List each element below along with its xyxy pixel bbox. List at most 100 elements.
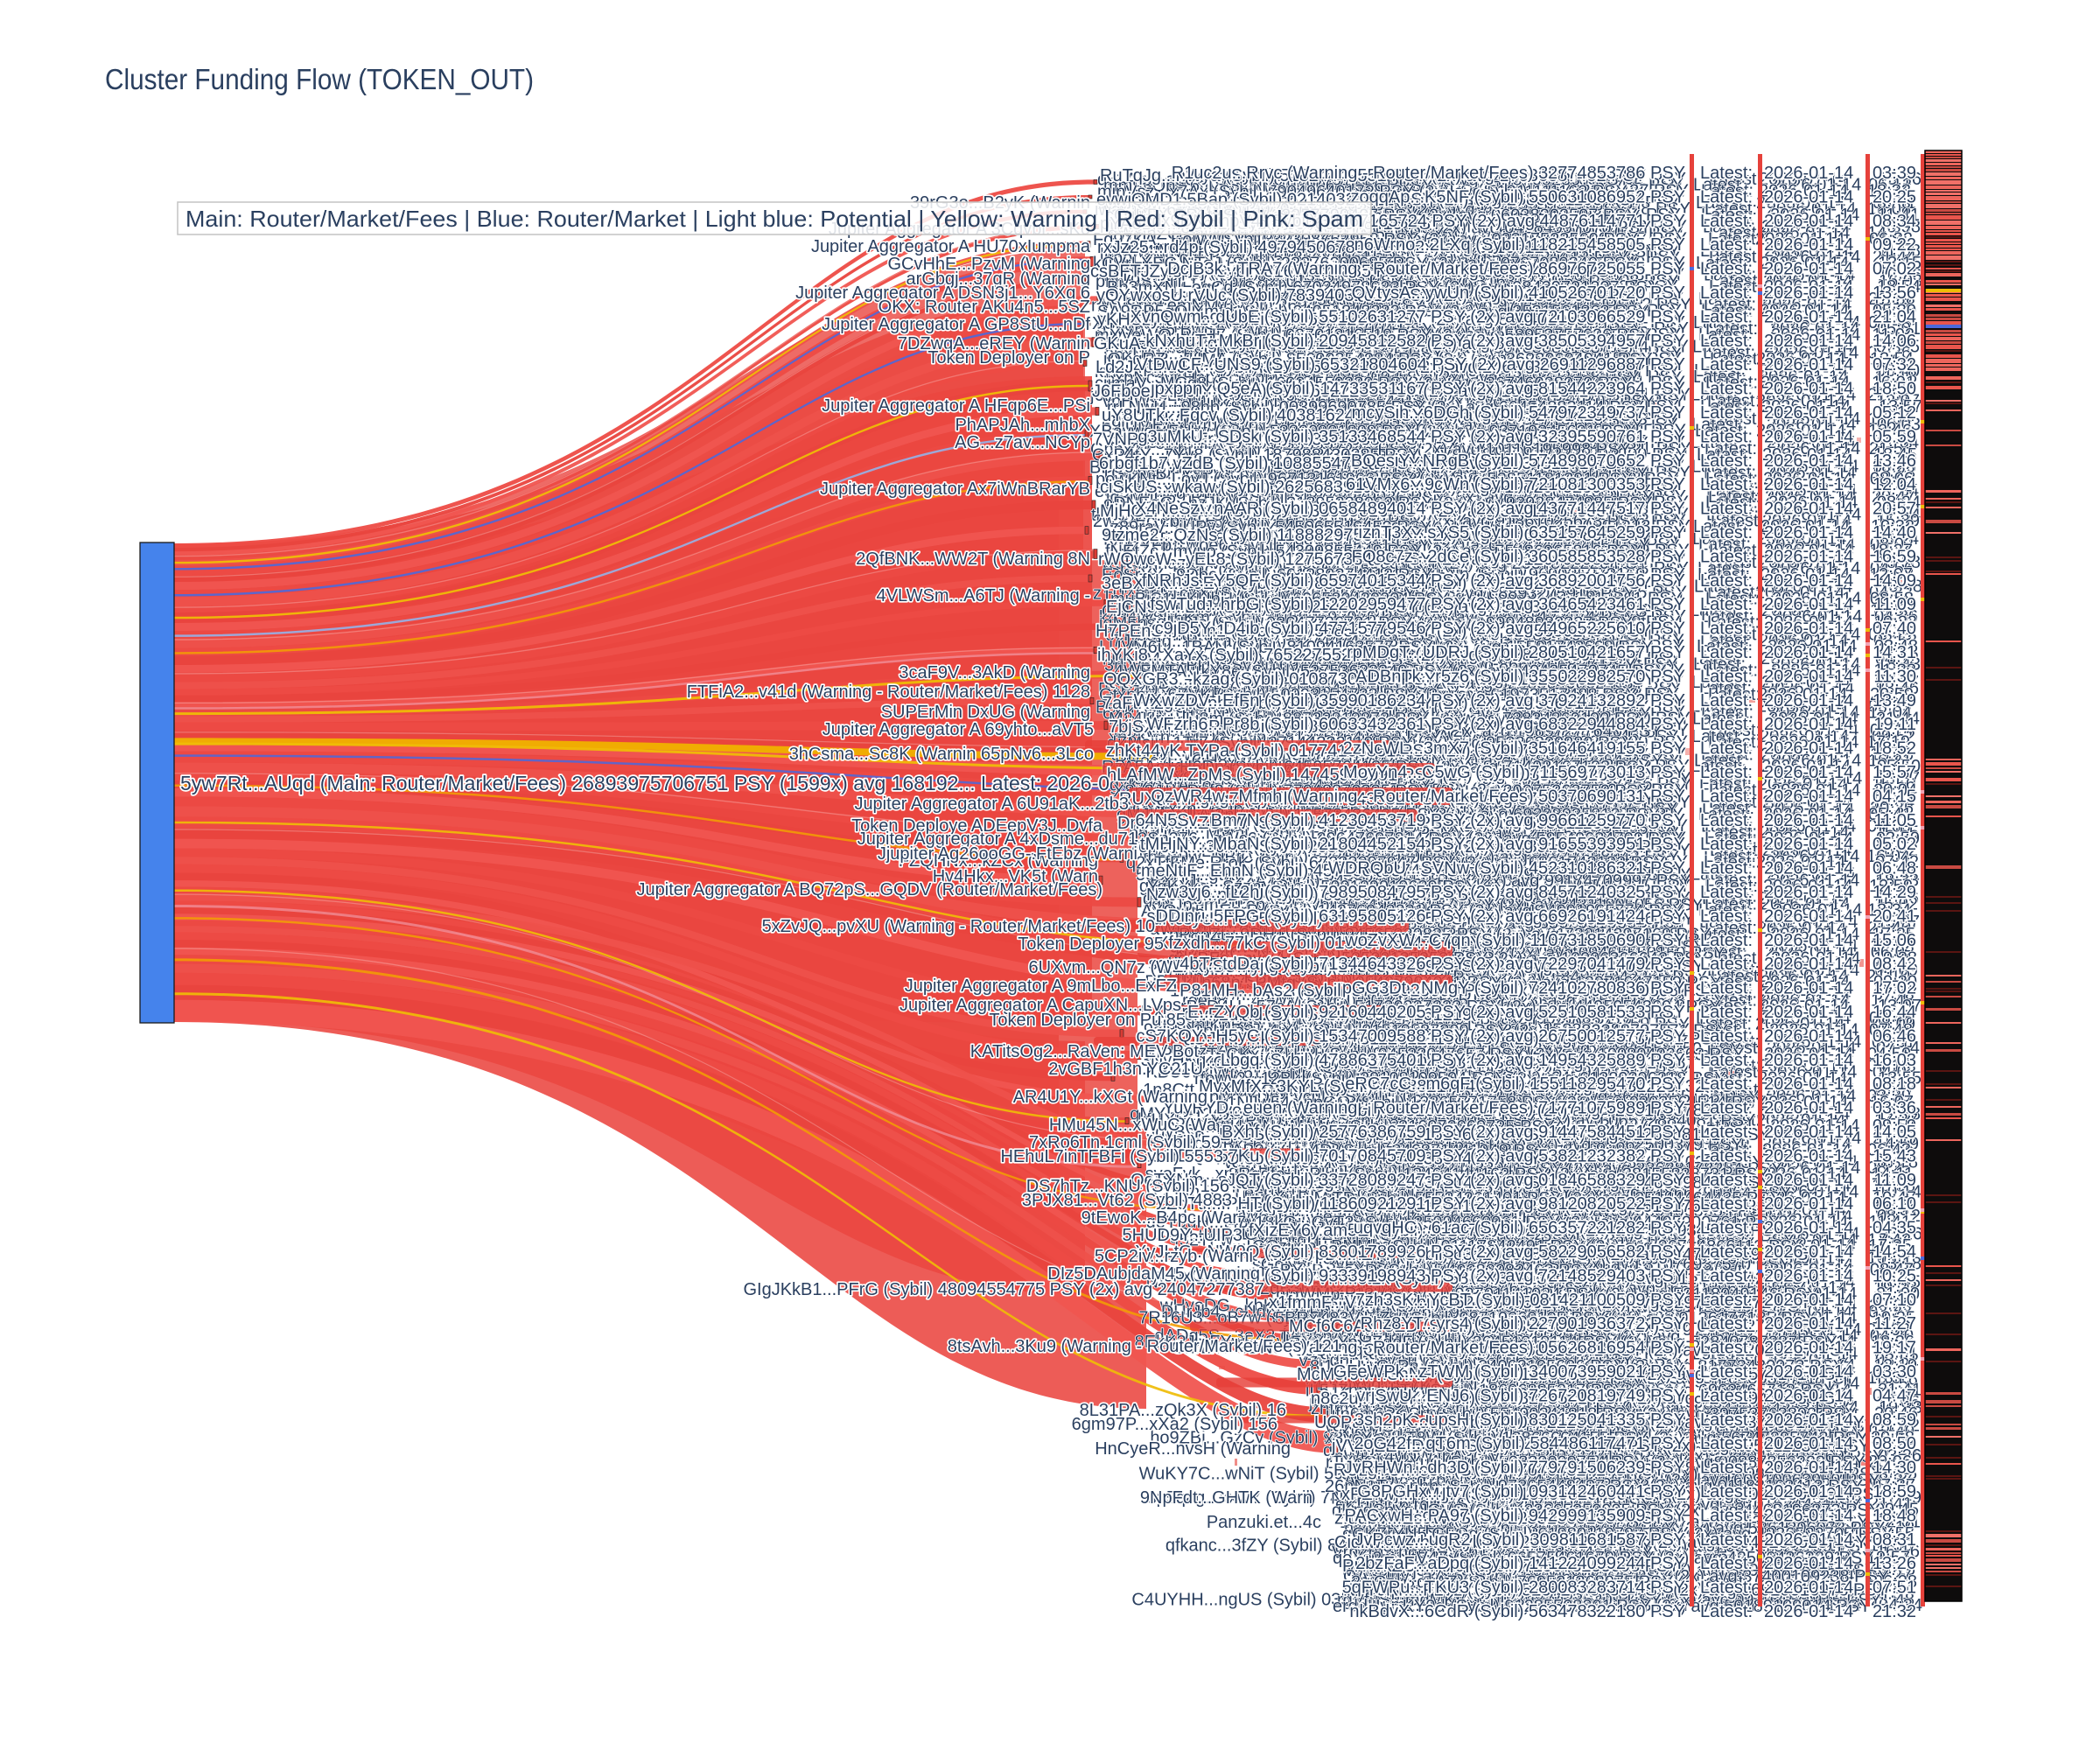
svg-text:dqqH25...MEfW (Sybil) 91285610: dqqH25...MEfW (Sybil) 912856100383 PSY: [1349, 559, 1689, 578]
svg-text:20:25: 20:25: [1872, 187, 1916, 206]
svg-text:Latest:: Latest:: [1709, 781, 1761, 801]
svg-text:21:41: 21:41: [1876, 864, 1920, 884]
svg-text:mwfoEi...hf8i (Sybil) 62564105: mwfoEi...hf8i (Sybil) 625641055714 PSY: [1366, 649, 1682, 668]
svg-text:Latest:: Latest:: [1694, 1255, 1746, 1274]
svg-text:Latest:: Latest:: [1694, 751, 1746, 770]
svg-text:Latest:: Latest:: [1705, 374, 1758, 393]
svg-text:2026-01-14: 2026-01-14: [1768, 481, 1857, 500]
svg-text:Latest:: Latest:: [1692, 529, 1745, 549]
svg-text:Latest:: Latest:: [1704, 847, 1756, 866]
svg-text:13:18: 13:18: [1878, 1255, 1922, 1274]
svg-text:Latest:: Latest:: [1700, 1566, 1753, 1586]
svg-text:12:04: 12:04: [1872, 475, 1916, 494]
svg-text:Jupiter Aggregator A GP8StU...: Jupiter Aggregator A GP8StU...nDf: [822, 315, 1090, 334]
svg-text:Latest:: Latest:: [1699, 913, 1752, 932]
svg-text:2026-01-14: 2026-01-14: [1757, 1200, 1846, 1220]
svg-text:08:02: 08:02: [1870, 536, 1914, 555]
svg-text:2026-01-14: 2026-01-14: [1768, 709, 1858, 728]
svg-text:2026-01-14: 2026-01-14: [1755, 584, 1844, 603]
svg-text:Latest:: Latest:: [1704, 1165, 1757, 1184]
svg-text:FuRZw2...fXTw (Sybil) 21540702: FuRZw2...fXTw (Sybil) 215407026549 PSY: [1349, 254, 1685, 273]
svg-text:Latest:: Latest:: [1700, 1578, 1753, 1598]
svg-text:hT52RB...mzxr (Sybil) 28157979: hT52RB...mzxr (Sybil) 281579798899 PSY: [1357, 542, 1690, 561]
svg-text:20:46: 20:46: [1874, 1404, 1918, 1424]
svg-text:18:33: 18:33: [1867, 182, 1911, 201]
svg-text:3GFNER...A3Ns (Sybil) 09487725: 3GFNER...A3Ns (Sybil) 09487725610 PSY (2…: [1132, 422, 1686, 441]
svg-text:k4J9sC...LREW (Sybil) 64789604: k4J9sC...LREW (Sybil) 647896048209 PSY: [1348, 1470, 1687, 1489]
svg-text:07:43: 07:43: [1868, 313, 1912, 332]
svg-text:2026-01-14: 2026-01-14: [1771, 326, 1860, 345]
svg-text:10:25: 10:25: [1872, 1266, 1916, 1285]
svg-text:Latest:: Latest:: [1707, 1213, 1760, 1232]
svg-text:18:33: 18:33: [1875, 871, 1919, 890]
svg-text:2026-01-14: 2026-01-14: [1770, 319, 1859, 339]
svg-text:13:56: 13:56: [1872, 284, 1916, 303]
svg-text:Latest:: Latest:: [1709, 410, 1761, 429]
svg-text:Latest:: Latest:: [1709, 170, 1761, 189]
svg-text:VUoZqX...1Z85 (Sybil) 89164156: VUoZqX...1Z85 (Sybil) 891641561956 PSY: [1347, 673, 1684, 692]
svg-text:ETsUXB...zzJs (Sybil) 20638049: ETsUXB...zzJs (Sybil) 20638049988 PSY (2…: [1104, 674, 1645, 693]
svg-text:ERBdz3...Yzek (Sybil) 79914295: ERBdz3...Yzek (Sybil) 799142955653 PSY: [1351, 1572, 1684, 1592]
svg-text:2026-01-14: 2026-01-14: [1763, 1303, 1852, 1322]
svg-text:03:14: 03:14: [1875, 529, 1919, 549]
svg-text:Latest:: Latest:: [1696, 1116, 1748, 1136]
svg-text:06:28: 06:28: [1873, 1572, 1917, 1592]
svg-text:Latest:: Latest:: [1700, 1314, 1753, 1334]
svg-text:cvwtok...eiGb (Sybil) 76052466: cvwtok...eiGb (Sybil) 760524669594 PSY: [1358, 1207, 1679, 1226]
svg-text:2026-01-14: 2026-01-14: [1761, 1368, 1851, 1388]
svg-text:3JKrRT...s82z (Sybil) 40749763: 3JKrRT...s82z (Sybil) 407497631420 PSY: [1358, 344, 1683, 363]
svg-text:2026-01-14: 2026-01-14: [1764, 1099, 1853, 1118]
svg-text:10:47: 10:47: [1872, 1188, 1916, 1208]
svg-text:6UXvm...QN7z (W: 6UXvm...QN7z (W: [1029, 958, 1173, 977]
svg-text:WuKY7C...wNiT (Sybil) 59877702: WuKY7C...wNiT (Sybil) 59877702520 PSY (2…: [1139, 1465, 1690, 1484]
svg-text:20:57: 20:57: [1872, 500, 1916, 519]
svg-text:2026-01-14: 2026-01-14: [1764, 1242, 1853, 1262]
svg-text:SUPErMin DxUG (Warning: SUPErMin DxUG (Warning: [881, 703, 1090, 722]
svg-text:08:59: 08:59: [1872, 1410, 1916, 1430]
svg-text:18:59: 18:59: [1874, 1375, 1918, 1394]
svg-text:Latest:: Latest:: [1700, 1386, 1753, 1405]
svg-text:Latest:: Latest:: [1700, 1362, 1753, 1382]
svg-text:2026-01-14: 2026-01-14: [1760, 745, 1850, 764]
svg-text:Latest:: Latest:: [1710, 349, 1762, 368]
svg-text:Latest:: Latest:: [1703, 344, 1755, 363]
svg-text:Latest:: Latest:: [1709, 1200, 1761, 1220]
svg-text:3NyHKg...Lbgq (Sybil) 47886375: 3NyHKg...Lbgq (Sybil) 47886375401 PSY (2…: [1141, 1051, 1685, 1070]
svg-text:17:19: 17:19: [1866, 733, 1910, 752]
svg-text:07:42: 07:42: [1875, 853, 1919, 872]
svg-text:7zHNxq...Ebm1 (Sybil) 05222468: 7zHNxq...Ebm1 (Sybil) 05222468179 PSY (2…: [1136, 625, 1683, 644]
svg-text:Latest:: Latest:: [1697, 637, 1749, 656]
svg-text:Latest:: Latest:: [1705, 1236, 1758, 1256]
svg-text:2026-01-14: 2026-01-14: [1760, 374, 1850, 393]
svg-text:4VLWSm...A6TJ (Warning -: 4VLWSm...A6TJ (Warning -: [877, 586, 1091, 606]
svg-text:18:08: 18:08: [1867, 200, 1911, 219]
svg-text:Latest:: Latest:: [1707, 613, 1760, 633]
svg-text:Latest:: Latest:: [1699, 1494, 1752, 1514]
svg-text:ocHbcU...dKdw (Sybil) 18718597: ocHbcU...dKdw (Sybil) 18718597411 PSY (2…: [1105, 626, 1650, 645]
svg-text:2026-01-14: 2026-01-14: [1757, 919, 1846, 938]
svg-text:qk1Aqr...sg67 (Sybil) 06747633: qk1Aqr...sg67 (Sybil) 06747633106 PSY (2…: [1097, 171, 1630, 190]
svg-text:rpMDgT...UDRJ (Sybil) 28051042: rpMDgT...UDRJ (Sybil) 280510421657 PSY: [1347, 643, 1685, 662]
svg-text:14:11: 14:11: [1871, 1165, 1914, 1184]
svg-text:JvRHWn...dh3D (Sybil) 77979150: JvRHWn...dh3D (Sybil) 779791506239 PSY: [1344, 1459, 1685, 1478]
svg-text:21:34: 21:34: [1875, 481, 1919, 500]
svg-text:BQesiY...NRgB (Sybil) 57489807: BQesiY...NRgB (Sybil) 574898070652 PSY: [1351, 452, 1685, 471]
svg-text:2026-01-14: 2026-01-14: [1764, 1314, 1853, 1334]
svg-text:2026-01-14: 2026-01-14: [1760, 649, 1850, 668]
svg-text:Latest:: Latest:: [1693, 176, 1746, 195]
svg-text:Latest:: Latest:: [1694, 1548, 1746, 1567]
svg-text:nUtWaB...xpju (Sybil) 45738683: nUtWaB...xpju (Sybil) 45738683140 PSY (2…: [1236, 1201, 1773, 1221]
svg-text:TXpEXP...syVT (Sybil) 63602354: TXpEXP...syVT (Sybil) 636023544696 PSY: [1351, 1087, 1686, 1106]
svg-text:Latest:: Latest:: [1695, 1068, 1747, 1088]
svg-text:2026-01-14: 2026-01-14: [1765, 1566, 1854, 1586]
svg-text:2026-01-14: 2026-01-14: [1766, 1543, 1855, 1562]
svg-text:Latest:: Latest:: [1696, 1572, 1748, 1592]
svg-text:2026-01-14: 2026-01-14: [1763, 805, 1852, 824]
svg-text:Latest:: Latest:: [1704, 265, 1756, 284]
svg-text:16:59: 16:59: [1872, 547, 1916, 566]
svg-text:2026-01-14: 2026-01-14: [1762, 296, 1852, 315]
svg-text:15:55: 15:55: [1875, 823, 1919, 843]
svg-text:HMu45N...xWuC (Wa: HMu45N...xWuC (Wa: [1049, 1116, 1217, 1135]
svg-text:fNRhJs...Y5QF (Sybil) 65974015: fNRhJs...Y5QF (Sybil) 65974015344 PSY (2…: [1142, 571, 1685, 591]
svg-text:Latest:: Latest:: [1707, 391, 1760, 410]
